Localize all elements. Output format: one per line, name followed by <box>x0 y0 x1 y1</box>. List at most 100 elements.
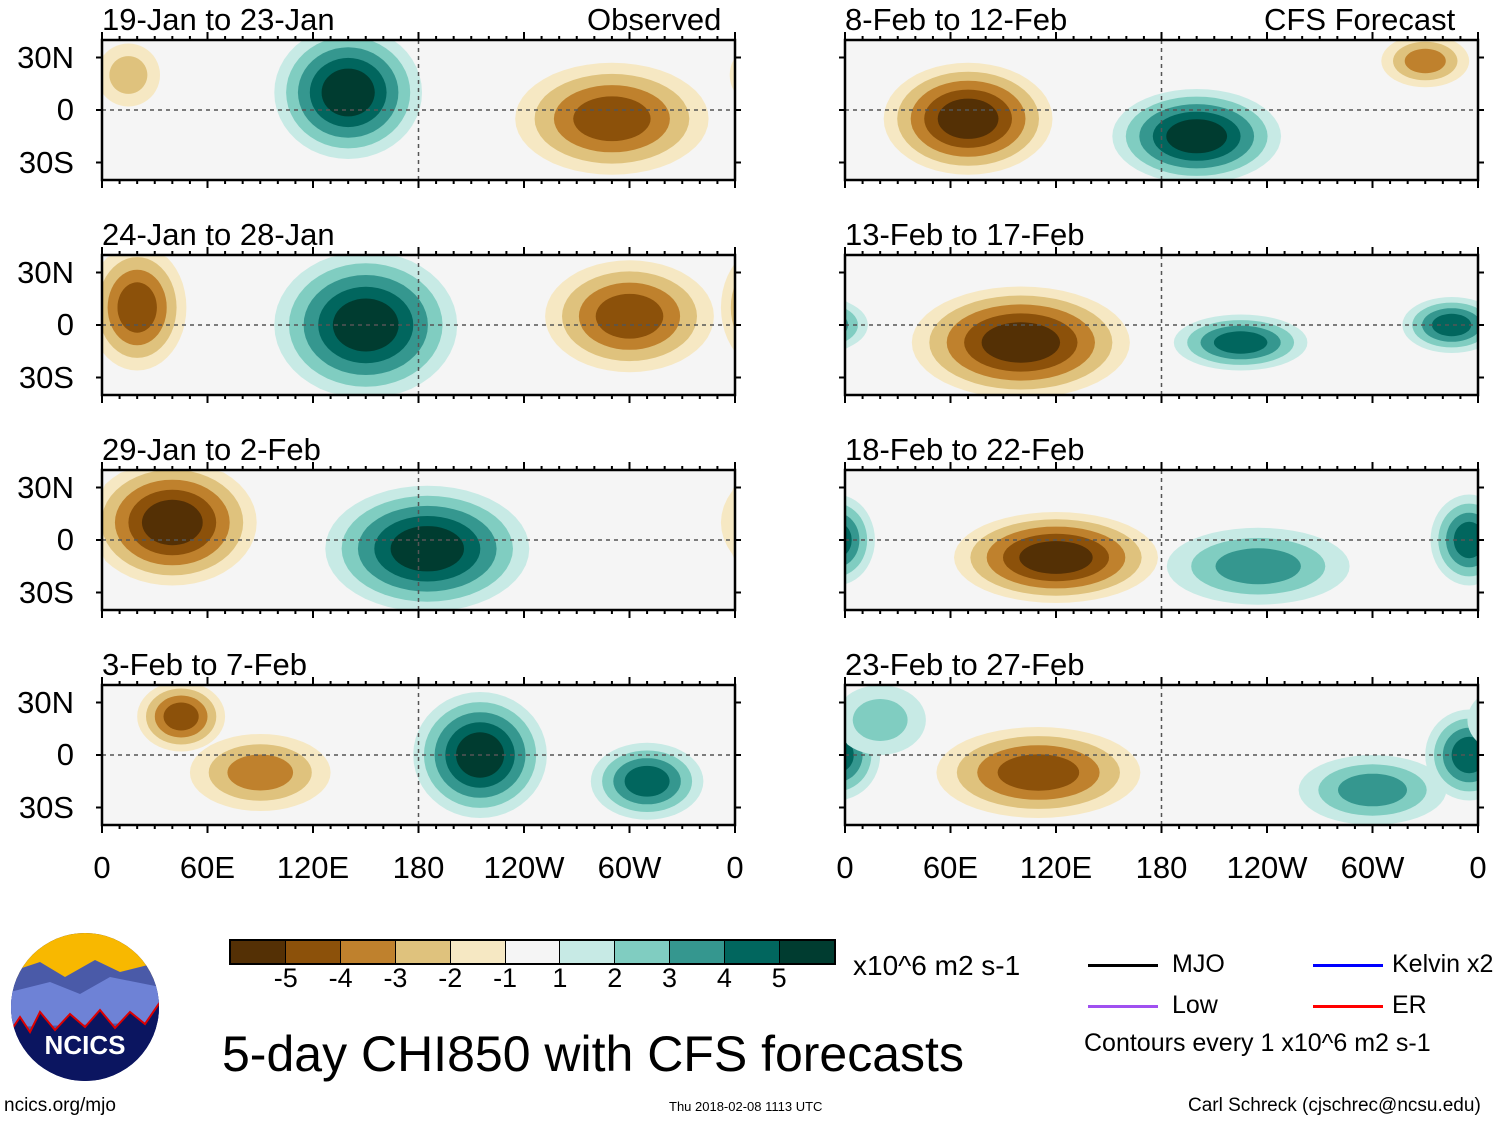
anomaly-contour <box>729 43 735 107</box>
anomaly-contour <box>624 765 670 797</box>
anomaly-map <box>96 677 741 833</box>
colorbar-swatch <box>231 941 286 963</box>
anomaly-contour <box>997 754 1080 791</box>
colorbar-label: -1 <box>493 963 518 993</box>
colorbar-label: 5 <box>771 963 787 993</box>
colorbar-label: 3 <box>662 963 678 993</box>
figure-title: 5-day CHI850 with CFS forecasts <box>222 1026 964 1082</box>
lat-label: 0 <box>56 522 74 557</box>
contour-note: Contours every 1 x10^6 m2 s-1 <box>1084 1029 1431 1057</box>
lat-label: 30N <box>17 469 74 505</box>
anomaly-map <box>839 677 1484 833</box>
lat-label: 0 <box>56 307 74 342</box>
anomaly-contour <box>1215 548 1301 585</box>
lon-label: 120E <box>276 850 350 885</box>
observed-label: Observed <box>587 2 722 37</box>
panel-title: 18-Feb to 22-Feb <box>845 432 1085 467</box>
colorbar-label: -4 <box>328 963 353 993</box>
lat-label: 30N <box>17 39 74 75</box>
anomaly-contour <box>1467 685 1478 755</box>
lat-label: 30N <box>17 684 74 720</box>
units-label: x10^6 m2 s-1 <box>853 950 1021 981</box>
panel-title: 24-Jan to 28-Jan <box>102 217 335 252</box>
lat-label: 30S <box>18 789 74 825</box>
panel-title: 19-Jan to 23-Jan <box>102 2 335 37</box>
lon-label: 180 <box>392 850 445 885</box>
footer-author: Carl Schreck (cjschrec@ncsu.edu) <box>1188 1095 1481 1116</box>
anomaly-contour <box>1453 521 1478 559</box>
anomaly-contour <box>1213 331 1268 354</box>
anomaly-contour <box>1338 773 1407 807</box>
lon-label: 0 <box>1469 850 1487 885</box>
panel-title: 8-Feb to 12-Feb <box>845 2 1068 37</box>
anomaly-map <box>96 462 741 618</box>
colorbar <box>229 939 836 965</box>
colorbar-swatch <box>505 941 561 963</box>
lat-label: 0 <box>56 92 74 127</box>
colorbar-label: -5 <box>273 963 298 993</box>
colorbar-label: 2 <box>607 963 623 993</box>
anomaly-contour <box>573 96 651 142</box>
lat-label: 30S <box>18 574 74 610</box>
anomaly-contour <box>227 754 294 791</box>
panel-title: 29-Jan to 2-Feb <box>102 432 321 467</box>
colorbar-swatch <box>450 941 506 963</box>
anomaly-contour <box>321 68 375 117</box>
anomaly-map <box>96 32 741 188</box>
anomaly-map <box>839 462 1484 618</box>
lon-label: 0 <box>726 850 744 885</box>
lon-label: 120E <box>1019 850 1093 885</box>
kelvin-line-icon <box>1313 964 1383 967</box>
lon-label: 120W <box>483 850 565 885</box>
lon-label: 0 <box>93 850 111 885</box>
lat-label: 30N <box>17 254 74 290</box>
colorbar-swatch <box>780 941 834 963</box>
lon-label: 60W <box>1340 850 1405 885</box>
lon-label: 60E <box>179 850 236 885</box>
footer-url[interactable]: ncics.org/mjo <box>4 1095 116 1116</box>
colorbar-label: -2 <box>438 963 463 993</box>
anomaly-map <box>839 247 1484 403</box>
lat-label: 0 <box>56 737 74 772</box>
panel-title: 23-Feb to 27-Feb <box>845 647 1085 682</box>
colorbar-label: 4 <box>716 963 732 993</box>
colorbar-swatch <box>670 941 726 963</box>
colorbar-swatch <box>560 941 616 963</box>
lon-label: 0 <box>836 850 854 885</box>
lon-label: 60W <box>597 850 662 885</box>
anomaly-contour <box>720 255 735 371</box>
anomaly-contour <box>845 512 860 568</box>
anomaly-contour <box>390 526 464 572</box>
anomaly-contour <box>981 322 1061 363</box>
lon-label: 60E <box>922 850 979 885</box>
ncics-logo: NCICS <box>11 933 159 1081</box>
anomaly-contour <box>1166 119 1228 154</box>
forecast-label: CFS Forecast <box>1264 2 1456 37</box>
anomaly-contour <box>852 699 908 741</box>
legend-kelvin: Kelvin x2 <box>1392 950 1494 978</box>
anomaly-contour <box>332 298 399 352</box>
anomaly-contour <box>845 302 858 348</box>
lat-label: 30S <box>18 144 74 180</box>
colorbar-label: 1 <box>552 963 568 993</box>
anomaly-contour <box>109 56 148 94</box>
legend-low: Low <box>1172 991 1218 1019</box>
anomaly-contour <box>720 470 735 586</box>
anomaly-contour <box>845 736 854 774</box>
anomaly-contour <box>163 702 199 731</box>
er-line-icon <box>1313 1005 1383 1008</box>
footer-timestamp: Thu 2018-02-08 1113 UTC <box>669 1099 823 1114</box>
anomaly-contour <box>730 257 735 358</box>
anomaly-contour <box>595 293 664 339</box>
anomaly-contour <box>117 282 157 333</box>
colorbar-swatch <box>285 941 341 963</box>
legend-mjo: MJO <box>1172 950 1225 978</box>
low-line-icon <box>1088 1005 1158 1008</box>
panel-title: 3-Feb to 7-Feb <box>102 647 308 682</box>
anomaly-map <box>96 247 741 403</box>
colorbar-swatch <box>395 941 451 963</box>
mjo-line-icon <box>1088 964 1158 967</box>
colorbar-swatch <box>340 941 396 963</box>
anomaly-contour <box>1404 48 1446 74</box>
anomaly-contour <box>1431 313 1472 337</box>
